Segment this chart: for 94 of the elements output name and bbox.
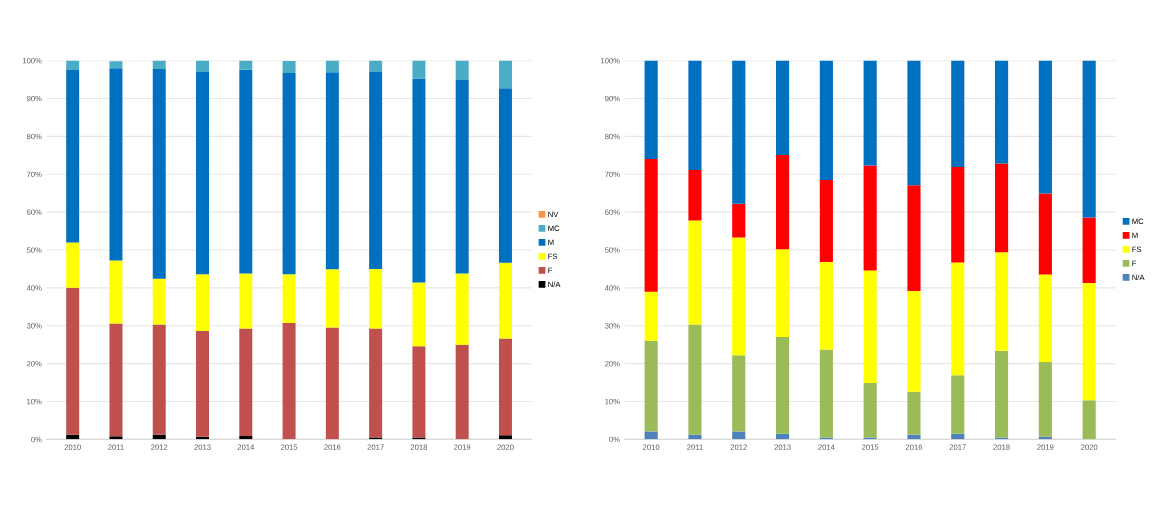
bar <box>455 273 469 345</box>
bar <box>152 324 166 435</box>
bar <box>732 431 746 440</box>
bar <box>644 60 658 160</box>
bar <box>1038 60 1052 194</box>
bar <box>239 328 253 436</box>
bar <box>951 167 965 263</box>
bar <box>498 435 512 440</box>
bar <box>907 391 921 435</box>
bar <box>369 268 383 329</box>
bar <box>66 70 80 243</box>
bar <box>644 340 658 432</box>
bar <box>66 287 80 435</box>
bar <box>109 260 123 324</box>
bar <box>951 375 965 434</box>
bar <box>732 60 746 204</box>
bar <box>688 170 702 221</box>
bar <box>863 165 877 271</box>
bar <box>196 274 210 332</box>
bar <box>732 203 746 238</box>
bar <box>369 328 383 438</box>
bar <box>907 434 921 440</box>
bar <box>282 60 296 74</box>
bar <box>325 327 339 440</box>
bar <box>688 60 702 171</box>
bar <box>1038 274 1052 363</box>
bar <box>644 431 658 440</box>
bar <box>152 68 166 279</box>
bar <box>109 436 123 440</box>
bar <box>239 60 253 70</box>
bar <box>688 220 702 325</box>
bar <box>325 72 339 270</box>
bar <box>732 355 746 432</box>
bar <box>775 249 790 338</box>
bar <box>775 154 790 250</box>
bar <box>907 290 921 392</box>
bar <box>1082 217 1096 283</box>
bar <box>994 60 1009 164</box>
bar <box>498 88 512 263</box>
bar <box>196 331 210 437</box>
bar <box>196 60 210 72</box>
bar <box>819 262 833 350</box>
bar <box>412 282 426 347</box>
bar <box>66 242 80 288</box>
bar <box>325 269 339 328</box>
bar <box>994 350 1009 438</box>
bar <box>412 60 426 79</box>
bar <box>994 252 1009 351</box>
bar <box>498 338 512 436</box>
bar <box>282 73 296 275</box>
bar <box>907 185 921 291</box>
bar <box>775 337 790 434</box>
bar <box>325 60 339 73</box>
bar <box>951 60 965 168</box>
bar <box>152 278 166 325</box>
bar <box>819 60 833 180</box>
bar <box>369 71 383 269</box>
bar <box>282 274 296 324</box>
bar <box>455 344 469 440</box>
bar <box>498 60 512 89</box>
bar <box>994 163 1009 253</box>
bar <box>644 291 658 341</box>
bar <box>907 60 921 186</box>
bar <box>1082 60 1096 218</box>
bar <box>1038 193 1052 275</box>
bar <box>1038 362 1052 437</box>
bar <box>498 262 512 339</box>
bar <box>109 323 123 437</box>
bar <box>863 382 877 438</box>
bar <box>1082 282 1096 401</box>
bar <box>109 68 123 261</box>
bar <box>412 346 426 438</box>
bar <box>863 60 877 166</box>
bar <box>775 60 790 155</box>
bar <box>239 273 253 329</box>
bar <box>819 349 833 438</box>
bar <box>688 324 702 435</box>
bar <box>455 60 469 80</box>
bar <box>455 79 469 274</box>
bar <box>282 323 296 440</box>
bar <box>412 78 426 283</box>
bar <box>688 434 702 440</box>
bar <box>863 270 877 383</box>
bar <box>66 60 80 71</box>
bar <box>951 262 965 376</box>
bar <box>152 60 166 69</box>
bar <box>1082 400 1096 440</box>
bar <box>732 237 746 356</box>
bar <box>196 71 210 275</box>
bar <box>819 179 833 263</box>
bar <box>644 159 658 292</box>
bar <box>239 69 253 274</box>
bar <box>369 60 383 72</box>
bar <box>109 61 123 69</box>
